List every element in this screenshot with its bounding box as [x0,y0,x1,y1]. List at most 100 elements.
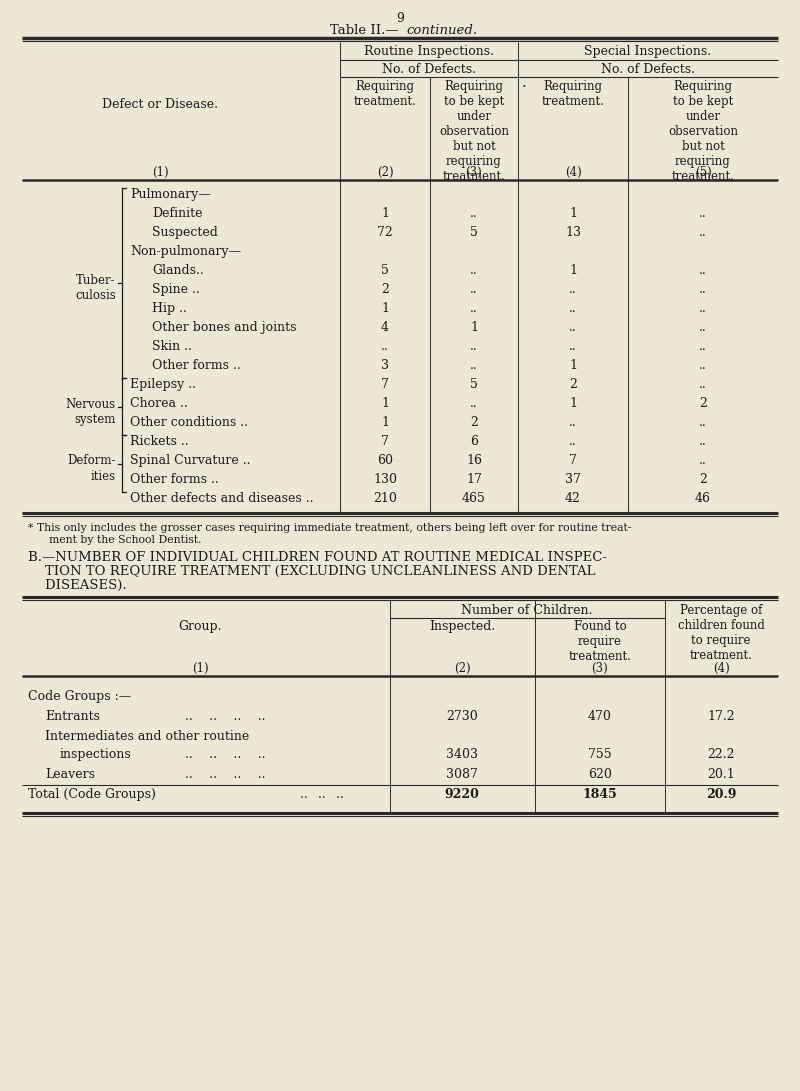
Text: ..: .. [569,435,577,448]
Text: (1): (1) [192,662,208,675]
Text: ..: .. [699,359,707,372]
Text: ..  ..  ..  ..: .. .. .. .. [185,710,266,723]
Text: ..: .. [470,359,478,372]
Text: ..: .. [381,340,389,353]
Text: ..: .. [699,454,707,467]
Text: 20.9: 20.9 [706,788,736,801]
Text: 210: 210 [373,492,397,505]
Text: 755: 755 [588,748,612,762]
Text: (4): (4) [565,166,582,179]
Text: Intermediates and other routine: Intermediates and other routine [45,730,250,743]
Text: ..: .. [470,397,478,410]
Text: Table II.—: Table II.— [330,24,398,37]
Text: Requiring
treatment.: Requiring treatment. [354,80,417,108]
Text: Leavers: Leavers [45,768,95,781]
Text: ..: .. [470,340,478,353]
Text: 17: 17 [466,473,482,485]
Text: Requiring
to be kept
under
observation
but not
requiring
treatment.: Requiring to be kept under observation b… [668,80,738,183]
Text: (1): (1) [152,166,168,179]
Text: ..  ..  ..: .. .. .. [300,788,344,801]
Text: Total (Code Groups): Total (Code Groups) [28,788,156,801]
Text: Code Groups :—: Code Groups :— [28,690,131,703]
Text: Other bones and joints: Other bones and joints [152,321,297,334]
Text: 2: 2 [381,283,389,296]
Text: (3): (3) [466,166,482,179]
Text: ..: .. [569,340,577,353]
Text: 1: 1 [569,359,577,372]
Text: Special Inspections.: Special Inspections. [585,45,711,58]
Text: Chorea ..: Chorea .. [130,397,188,410]
Text: (2): (2) [454,662,470,675]
Text: Glands..: Glands.. [152,264,204,277]
Text: 5: 5 [381,264,389,277]
Text: 17.2: 17.2 [707,710,735,723]
Text: 60: 60 [377,454,393,467]
Text: ·: · [522,80,527,94]
Text: ..: .. [699,321,707,334]
Text: 72: 72 [377,226,393,239]
Text: 2: 2 [699,473,707,485]
Text: ment by the School Dentist.: ment by the School Dentist. [28,535,202,546]
Text: ..: .. [470,302,478,315]
Text: 3403: 3403 [446,748,478,762]
Text: 620: 620 [588,768,612,781]
Text: Other forms ..: Other forms .. [152,359,241,372]
Text: 46: 46 [695,492,711,505]
Text: 13: 13 [565,226,581,239]
Text: Requiring
to be kept
under
observation
but not
requiring
treatment.: Requiring to be kept under observation b… [439,80,509,183]
Text: Defect or Disease.: Defect or Disease. [102,98,218,111]
Text: 9220: 9220 [445,788,479,801]
Text: 1845: 1845 [582,788,618,801]
Text: 1: 1 [381,207,389,220]
Text: 3087: 3087 [446,768,478,781]
Text: 1: 1 [381,302,389,315]
Text: 5: 5 [470,226,478,239]
Text: TION TO REQUIRE TREATMENT (EXCLUDING UNCLEANLINESS AND DENTAL: TION TO REQUIRE TREATMENT (EXCLUDING UNC… [28,565,595,578]
Text: 9: 9 [396,12,404,25]
Text: ..: .. [470,264,478,277]
Text: 42: 42 [565,492,581,505]
Text: Pulmonary—: Pulmonary— [130,188,211,201]
Text: Rickets ..: Rickets .. [130,435,189,448]
Text: No. of Defects.: No. of Defects. [382,63,476,76]
Text: ..: .. [569,321,577,334]
Text: 470: 470 [588,710,612,723]
Text: ..: .. [699,264,707,277]
Text: 2: 2 [699,397,707,410]
Text: continued.: continued. [406,24,477,37]
Text: (4): (4) [713,662,730,675]
Text: ..: .. [470,207,478,220]
Text: Other defects and diseases ..: Other defects and diseases .. [130,492,314,505]
Text: Hip ..: Hip .. [152,302,187,315]
Text: ..: .. [569,283,577,296]
Text: inspections: inspections [60,748,132,762]
Text: ..  ..  ..  ..: .. .. .. .. [185,768,266,781]
Text: 6: 6 [470,435,478,448]
Text: Requiring
treatment.: Requiring treatment. [542,80,605,108]
Text: Nervous
system: Nervous system [66,397,116,425]
Text: 7: 7 [381,435,389,448]
Text: Definite: Definite [152,207,202,220]
Text: Other forms ..: Other forms .. [130,473,218,485]
Text: 1: 1 [381,397,389,410]
Text: * This only includes the grosser cases requiring immediate treatment, others bei: * This only includes the grosser cases r… [28,523,631,533]
Text: 2: 2 [569,377,577,391]
Text: 2: 2 [470,416,478,429]
Text: B.—NUMBER OF INDIVIDUAL CHILDREN FOUND AT ROUTINE MEDICAL INSPEC-: B.—NUMBER OF INDIVIDUAL CHILDREN FOUND A… [28,551,607,564]
Text: (3): (3) [592,662,608,675]
Text: (5): (5) [694,166,711,179]
Text: Entrants: Entrants [45,710,100,723]
Text: 7: 7 [569,454,577,467]
Text: ..: .. [699,302,707,315]
Text: ..: .. [569,302,577,315]
Text: Percentage of
children found
to require
treatment.: Percentage of children found to require … [678,604,765,662]
Text: Skin ..: Skin .. [152,340,192,353]
Text: Non-pulmonary—: Non-pulmonary— [130,245,241,257]
Text: 16: 16 [466,454,482,467]
Text: 1: 1 [569,264,577,277]
Text: DISEASES).: DISEASES). [28,579,126,592]
Text: Suspected: Suspected [152,226,218,239]
Text: ..: .. [699,377,707,391]
Text: 2730: 2730 [446,710,478,723]
Text: 465: 465 [462,492,486,505]
